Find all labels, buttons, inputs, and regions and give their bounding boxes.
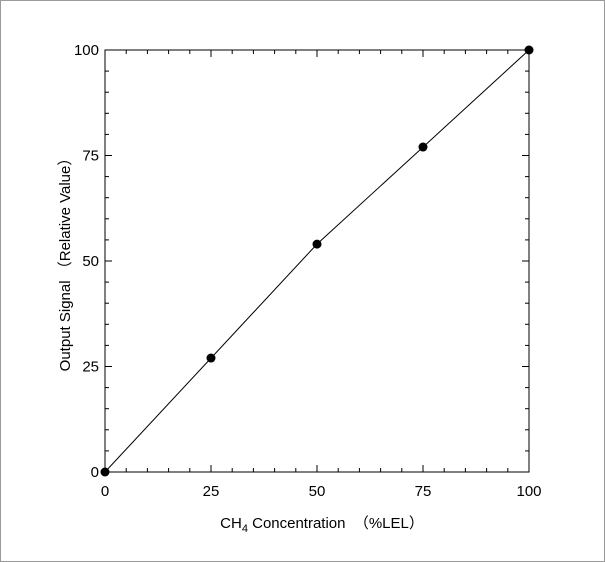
x-axis-title-main: CH xyxy=(220,515,242,532)
x-tick-label: 50 xyxy=(309,483,326,500)
y-tick-label: 0 xyxy=(91,464,99,481)
y-tick-label: 100 xyxy=(74,42,99,59)
x-tick-label: 100 xyxy=(516,483,541,500)
y-tick-label: 50 xyxy=(82,253,99,270)
plot-area xyxy=(104,49,530,473)
series-line xyxy=(104,49,530,473)
data-point xyxy=(100,467,110,477)
y-tick-label: 25 xyxy=(82,359,99,376)
data-point xyxy=(524,45,534,55)
x-tick-label: 0 xyxy=(101,483,109,500)
x-axis-title-rest: Concentration （%LEL） xyxy=(248,515,424,532)
series-lines xyxy=(104,49,530,473)
data-point xyxy=(418,142,428,152)
y-tick-label: 75 xyxy=(82,148,99,165)
y-axis-title: Output Signal （Relative Value） xyxy=(57,151,74,372)
x-tick-label: 75 xyxy=(415,483,432,500)
series-points xyxy=(100,45,534,477)
data-point xyxy=(206,353,216,363)
data-point xyxy=(312,239,322,249)
y-tick-labels: 0 25 50 75 100 xyxy=(74,42,99,481)
x-axis-title: CH4 Concentration （%LEL） xyxy=(220,515,424,535)
major-ticks xyxy=(104,49,530,473)
x-tick-label: 25 xyxy=(203,483,220,500)
minor-ticks xyxy=(105,50,529,472)
x-axis-title-subscript: 4 xyxy=(242,523,248,535)
x-tick-labels: 0 25 50 75 100 xyxy=(101,483,542,500)
